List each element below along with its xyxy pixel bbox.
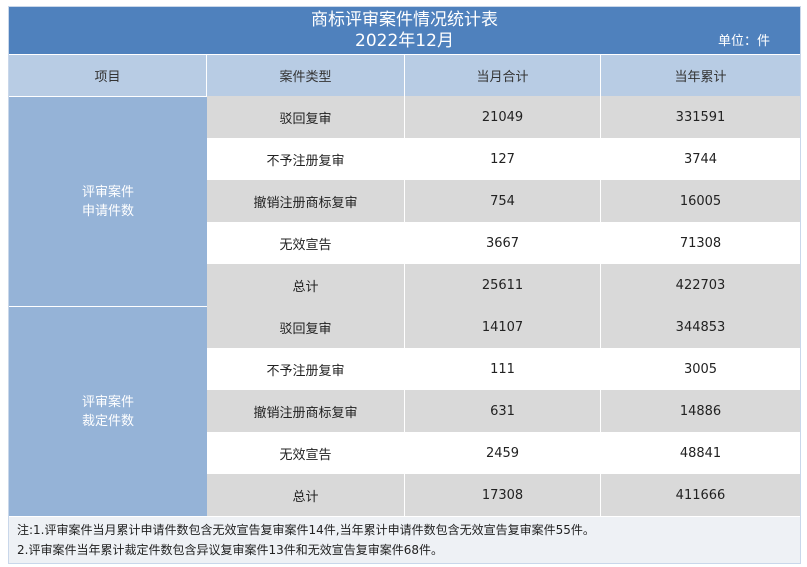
group-label-rulings: 评审案件 裁定件数 — [9, 306, 207, 516]
case-type-cell: 总计 — [207, 264, 405, 306]
table-title: 商标评审案件情况统计表 — [311, 10, 498, 30]
case-type-cell: 无效宣告 — [207, 222, 405, 264]
year-total-cell: 48841 — [679, 445, 722, 461]
header-case-type: 案件类型 — [207, 55, 405, 96]
month-total-cell: 17308 — [405, 474, 601, 516]
year-total-cell: 16005 — [679, 193, 722, 209]
table-row: 驳回复审 14107 344853 — [207, 306, 800, 348]
year-total-cell: 331591 — [675, 109, 726, 125]
table-row: 不予注册复审 111 3005 — [207, 348, 800, 390]
note-line: 注:1.评审案件当月累计申请件数包含无效宣告复审案件14件,当年累计申请件数包含… — [17, 523, 595, 537]
table-row: 驳回复审 21049 331591 — [207, 96, 800, 138]
case-type-cell: 无效宣告 — [207, 432, 405, 474]
month-total-cell: 3667 — [405, 222, 601, 264]
table-row: 撤销注册商标复审 631 14886 — [207, 390, 800, 432]
month-total-cell: 2459 — [405, 432, 601, 474]
case-type-cell: 驳回复审 — [207, 306, 405, 348]
year-total-cell: 3744 — [683, 151, 718, 167]
year-total-cell: 344853 — [675, 319, 726, 335]
year-total-cell: 411666 — [675, 487, 726, 503]
year-total-cell: 71308 — [679, 235, 722, 251]
note-line: 2.评审案件当年累计裁定件数包含异议复审案件13件和无效宣告复审案件68件。 — [17, 543, 443, 557]
month-total-cell: 127 — [405, 138, 601, 180]
month-total-cell: 25611 — [405, 264, 601, 306]
header-year-total: 当年累计 — [601, 55, 800, 96]
month-total-cell: 111 — [405, 348, 601, 390]
case-type-cell: 不予注册复审 — [207, 348, 405, 390]
case-type-cell: 总计 — [207, 474, 405, 516]
unit-label: 单位：件 — [717, 34, 770, 49]
group-label-line: 评审案件 — [81, 184, 134, 200]
month-total-cell: 754 — [405, 180, 601, 222]
header-month-total: 当月合计 — [405, 55, 601, 96]
table-row: 无效宣告 2459 48841 — [207, 432, 800, 474]
year-total-cell: 14886 — [679, 403, 722, 419]
table-row: 无效宣告 3667 71308 — [207, 222, 800, 264]
case-type-cell: 驳回复审 — [207, 96, 405, 138]
table-period: 2022年12月 — [355, 31, 454, 51]
table-row-total: 总计 25611 422703 — [207, 264, 800, 306]
case-type-cell: 撤销注册商标复审 — [207, 180, 405, 222]
table-notes: 注:1.评审案件当月累计申请件数包含无效宣告复审案件14件,当年累计申请件数包含… — [9, 517, 800, 563]
statistics-table: 商标评审案件情况统计表 2022年12月 单位：件 项目 案件类型 当月合计 当… — [8, 6, 801, 564]
group-label-applications: 评审案件 申请件数 — [9, 96, 207, 306]
title-bar: 商标评审案件情况统计表 2022年12月 单位：件 — [9, 7, 800, 54]
month-total-cell: 14107 — [405, 306, 601, 348]
table-row: 不予注册复审 127 3744 — [207, 138, 800, 180]
year-total-cell: 3005 — [683, 361, 718, 377]
header-item: 项目 — [9, 55, 207, 96]
year-total-cell: 422703 — [675, 277, 726, 293]
month-total-cell: 21049 — [405, 96, 601, 138]
case-type-cell: 不予注册复审 — [207, 138, 405, 180]
group-label-line: 裁定件数 — [81, 413, 134, 429]
group-label-line: 申请件数 — [81, 203, 134, 219]
month-total-cell: 631 — [405, 390, 601, 432]
table-row: 撤销注册商标复审 754 16005 — [207, 180, 800, 222]
case-type-cell: 撤销注册商标复审 — [207, 390, 405, 432]
table-row-total: 总计 17308 411666 — [207, 474, 800, 516]
group-label-line: 评审案件 — [81, 394, 134, 410]
